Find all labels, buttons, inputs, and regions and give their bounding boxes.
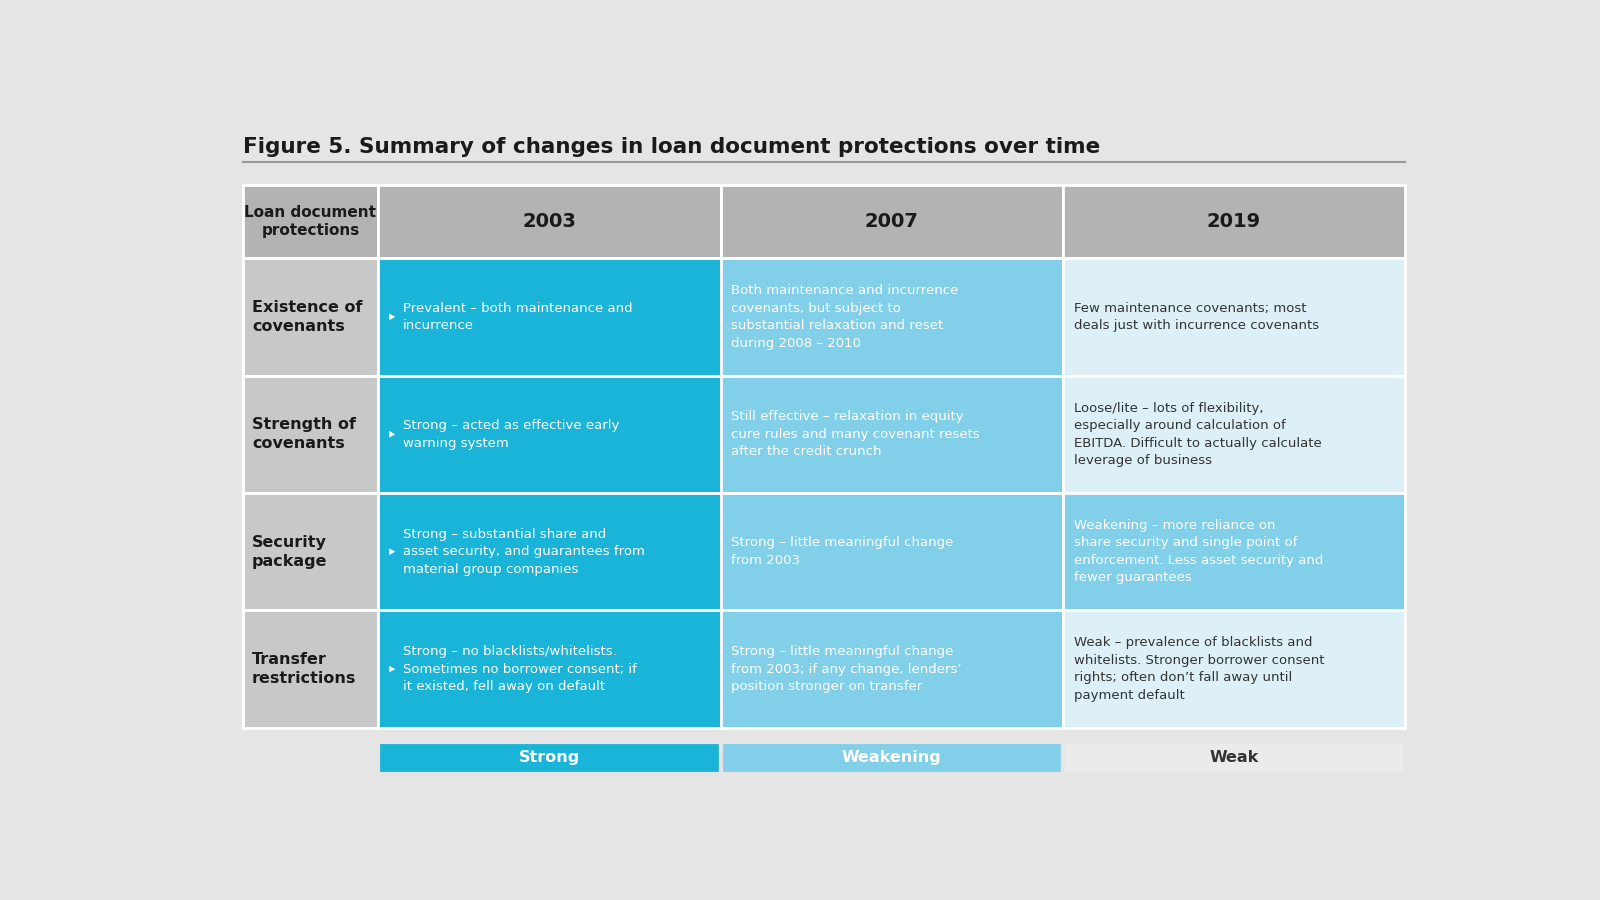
Polygon shape [389, 548, 395, 555]
Bar [243, 375, 378, 493]
Text: Strong – no blacklists/whitelists.
Sometimes no borrower consent; if
it existed,: Strong – no blacklists/whitelists. Somet… [403, 645, 637, 693]
Bar [720, 375, 1062, 493]
Bar [378, 185, 720, 258]
Bar [720, 258, 1062, 375]
Text: Weakening: Weakening [842, 751, 941, 765]
Text: 2019: 2019 [1206, 212, 1261, 231]
Text: Loan document
protections: Loan document protections [245, 205, 376, 239]
Text: Few maintenance covenants; most
deals just with incurrence covenants: Few maintenance covenants; most deals ju… [1074, 302, 1318, 332]
Bar [1062, 375, 1405, 493]
Bar [1062, 185, 1405, 258]
Polygon shape [389, 666, 395, 672]
Bar [1062, 742, 1405, 774]
Text: Strong – little meaningful change
from 2003: Strong – little meaningful change from 2… [731, 536, 954, 567]
Text: Weak: Weak [1210, 751, 1259, 765]
Text: 2003: 2003 [523, 212, 576, 231]
Polygon shape [389, 313, 395, 320]
Bar [720, 610, 1062, 728]
Bar [378, 375, 720, 493]
Text: Both maintenance and incurrence
covenants, but subject to
substantial relaxation: Both maintenance and incurrence covenant… [731, 284, 958, 349]
Text: Strong – little meaningful change
from 2003; if any change, lenders’
position st: Strong – little meaningful change from 2… [731, 645, 962, 693]
Bar [1062, 258, 1405, 375]
Bar [1062, 610, 1405, 728]
Text: Prevalent – both maintenance and
incurrence: Prevalent – both maintenance and incurre… [403, 302, 632, 332]
Bar [1062, 493, 1405, 610]
Text: Security
package: Security package [251, 535, 328, 569]
Text: 2007: 2007 [864, 212, 918, 231]
Text: Strong – acted as effective early
warning system: Strong – acted as effective early warnin… [403, 419, 619, 449]
Text: Strength of
covenants: Strength of covenants [251, 418, 355, 452]
Bar [243, 493, 378, 610]
Text: Loose/lite – lots of flexibility,
especially around calculation of
EBITDA. Diffi: Loose/lite – lots of flexibility, especi… [1074, 401, 1322, 467]
Bar [243, 258, 378, 375]
Bar [378, 258, 720, 375]
Bar [720, 185, 1062, 258]
Text: Weakening – more reliance on
share security and single point of
enforcement. Les: Weakening – more reliance on share secur… [1074, 519, 1323, 584]
Bar [243, 610, 378, 728]
Bar [378, 493, 720, 610]
Text: Weak – prevalence of blacklists and
whitelists. Stronger borrower consent
rights: Weak – prevalence of blacklists and whit… [1074, 636, 1325, 702]
Bar [720, 742, 1062, 774]
Text: Strong: Strong [518, 751, 581, 765]
Bar [378, 742, 720, 774]
Text: Still effective – relaxation in equity
cure rules and many covenant resets
after: Still effective – relaxation in equity c… [731, 410, 981, 458]
Polygon shape [389, 431, 395, 437]
Bar [720, 493, 1062, 610]
Bar [243, 185, 378, 258]
Bar [378, 610, 720, 728]
Text: Figure 5. Summary of changes in loan document protections over time: Figure 5. Summary of changes in loan doc… [243, 138, 1099, 157]
Text: Transfer
restrictions: Transfer restrictions [251, 652, 357, 686]
Text: Existence of
covenants: Existence of covenants [251, 300, 363, 334]
Text: Strong – substantial share and
asset security, and guarantees from
material grou: Strong – substantial share and asset sec… [403, 527, 645, 576]
